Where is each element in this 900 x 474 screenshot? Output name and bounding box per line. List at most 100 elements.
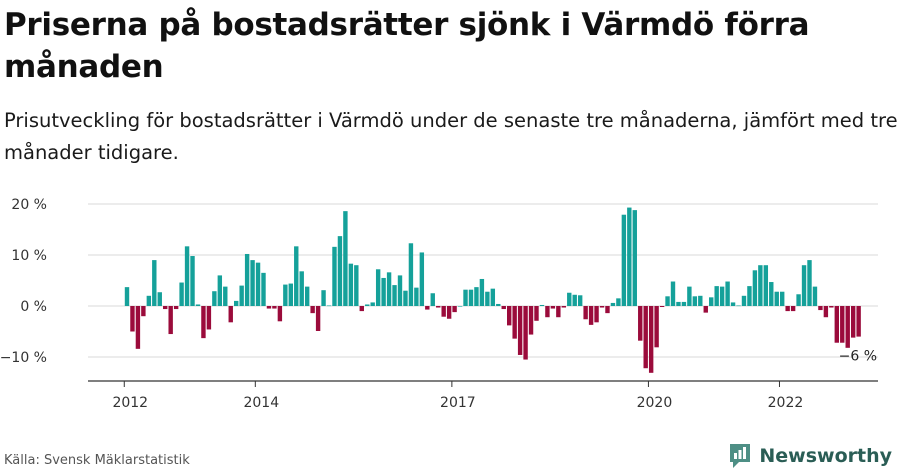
bar: [255, 262, 261, 306]
bar: [463, 289, 468, 306]
bar: [845, 306, 850, 348]
bar: [157, 292, 162, 306]
bar: [648, 306, 654, 373]
bar: [643, 306, 648, 369]
bar: [288, 283, 293, 306]
bar: [709, 297, 714, 306]
bar: [408, 243, 414, 306]
bar: [223, 286, 228, 306]
bar: [206, 306, 212, 330]
bar: [392, 285, 397, 306]
bar: [517, 306, 523, 355]
bar: [812, 286, 818, 306]
bar: [266, 306, 272, 309]
bar: [261, 272, 266, 306]
bar: [763, 265, 769, 306]
bar: [665, 296, 670, 306]
bar: [294, 246, 299, 306]
bar: [272, 306, 277, 309]
bar: [807, 260, 812, 306]
bar: [124, 287, 130, 306]
bar: [638, 306, 643, 341]
bar: [212, 291, 217, 306]
y-tick-label: 0 %: [20, 299, 47, 315]
bar: [627, 207, 632, 306]
bar: [539, 304, 545, 306]
bar: [676, 301, 681, 306]
bar: [217, 275, 223, 306]
bar: [681, 301, 687, 306]
bar: [747, 286, 752, 306]
x-tick-label: 2020: [637, 395, 673, 411]
bar: [250, 260, 255, 306]
bar: [332, 246, 337, 306]
bar: [184, 246, 190, 306]
bar: [354, 265, 359, 306]
bar: [168, 306, 173, 335]
bar: [201, 306, 206, 339]
bar: [774, 291, 779, 306]
bar: [425, 306, 430, 310]
chart-subtitle: Prisutveckling för bostadsrätter i Värmd…: [4, 109, 898, 164]
bar: [277, 306, 283, 322]
bar: [365, 304, 370, 306]
bar: [725, 281, 730, 306]
bar: [397, 275, 403, 306]
bar: [599, 306, 605, 308]
bar: [583, 306, 588, 320]
bar: [616, 298, 621, 306]
bar: [419, 252, 425, 306]
bar: [234, 300, 239, 306]
bar: [659, 306, 665, 308]
bar: [834, 306, 839, 343]
bar: [818, 306, 823, 311]
bar: [692, 296, 698, 306]
bar-chart: −10 % 0 % 10 % 20 % 2012 2014 2017 2020 2022 −6 %: [0, 197, 878, 411]
bar: [474, 287, 479, 306]
bar: [146, 295, 152, 306]
chart-title: Priserna på bostadsrätter sjönk i Värmdö…: [4, 7, 810, 85]
bar-layer: [124, 207, 861, 373]
source-note: Källa: Svensk Mäklarstatistik: [4, 453, 190, 468]
bar: [758, 265, 763, 306]
bar: [621, 214, 627, 306]
bar: [588, 306, 594, 325]
newsworthy-logo-icon: [730, 444, 751, 468]
bar: [446, 306, 452, 319]
bar: [239, 285, 244, 306]
bar: [457, 306, 463, 307]
bar: [632, 210, 637, 306]
bar: [452, 306, 457, 313]
bar: [348, 263, 354, 306]
bar: [381, 277, 386, 306]
bar: [605, 306, 610, 314]
bar: [752, 270, 758, 306]
label-layer: −10 % 0 % 10 % 20 % 2012 2014 2017 2020 2022 −6 %: [0, 197, 877, 411]
bar: [545, 306, 550, 318]
bar: [501, 306, 506, 310]
y-tick-label: 20 %: [11, 197, 47, 213]
bar: [796, 294, 801, 306]
bar: [850, 306, 856, 338]
bar: [654, 306, 659, 348]
bar: [829, 306, 834, 308]
bar: [436, 306, 441, 308]
bar: [823, 306, 829, 318]
bar: [485, 291, 490, 306]
x-tick-label: 2017: [440, 395, 476, 411]
bar: [741, 295, 747, 306]
bar: [512, 306, 517, 339]
bar: [152, 260, 157, 306]
newsworthy-brand[interactable]: Newsworthy: [728, 441, 892, 471]
bar: [790, 306, 796, 312]
bar: [304, 286, 310, 306]
bar: [687, 286, 692, 306]
bar: [195, 304, 201, 306]
bar: [375, 269, 381, 306]
bar: [528, 306, 534, 335]
bar: [468, 289, 474, 306]
bar: [173, 306, 179, 310]
bar: [386, 272, 392, 306]
bar: [141, 306, 146, 317]
y-tick-label: −10 %: [0, 350, 47, 366]
